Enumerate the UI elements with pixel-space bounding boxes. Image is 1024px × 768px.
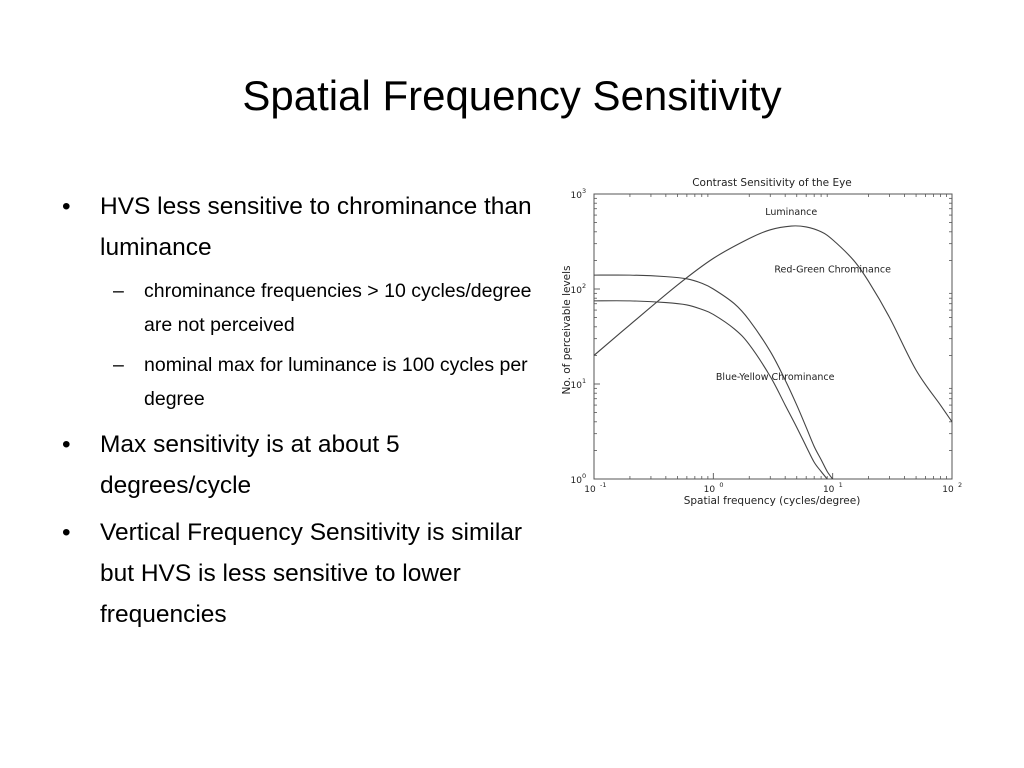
x-tick-label-exponent: -1 (600, 481, 606, 489)
sub-bullet-item: – chrominance frequencies > 10 cycles/de… (113, 274, 532, 342)
y-tick-label: 10 (571, 286, 583, 296)
series-line-blue-yellow-chrominance (594, 300, 828, 479)
chart-xlabel: Spatial frequency (cycles/degree) (684, 495, 861, 507)
bullet-list: • HVS less sensitive to chrominance than… (62, 186, 532, 641)
series-label: Blue-Yellow Chrominance (716, 372, 835, 383)
x-tick-label: 10 (942, 485, 954, 495)
y-tick-label-exponent: 1 (582, 377, 586, 385)
y-tick-label: 10 (571, 191, 583, 201)
y-tick-label-exponent: 0 (582, 472, 586, 480)
y-tick-label: 10 (571, 476, 583, 486)
sub-bullet-marker: – (113, 280, 124, 302)
sub-bullet-text: chrominance frequencies > 10 cycles/degr… (144, 280, 532, 336)
bullet-marker: • (62, 193, 71, 220)
chart-ylabel: No. of perceivable levels (561, 265, 573, 394)
chart-plot-area: 10 -1 10 0 10 1 10 210 010 110 210 3LuminanceRed-Gr… (571, 187, 963, 495)
sub-bullet-marker: – (113, 354, 124, 376)
sub-bullet-item: – nominal max for luminance is 100 cycle… (113, 348, 532, 416)
bullet-text: Max sensitivity is at about 5 degrees/cy… (100, 431, 400, 499)
sub-bullet-list: – chrominance frequencies > 10 cycles/de… (100, 274, 532, 416)
x-tick-label: 10 (584, 485, 596, 495)
bullet-marker: • (62, 431, 71, 458)
contrast-sensitivity-chart: Contrast Sensitivity of the Eye Spatial … (561, 177, 963, 507)
y-tick-label-exponent: 2 (582, 282, 586, 290)
chart-title: Contrast Sensitivity of the Eye (692, 177, 852, 189)
y-tick-label: 10 (571, 381, 583, 391)
bullet-item: • Max sensitivity is at about 5 degrees/… (62, 424, 532, 506)
series-line-luminance (594, 225, 952, 423)
x-tick-label-exponent: 0 (719, 481, 723, 489)
series-label: Luminance (765, 207, 817, 218)
x-tick-label: 10 (823, 485, 835, 495)
bullet-text: Vertical Frequency Sensitivity is simila… (100, 519, 523, 628)
series-label: Red-Green Chrominance (774, 264, 891, 275)
bullet-marker: • (62, 519, 71, 546)
x-tick-label-exponent: 2 (958, 481, 962, 489)
sub-bullet-text: nominal max for luminance is 100 cycles … (144, 354, 528, 410)
y-tick-label-exponent: 3 (582, 187, 586, 195)
bullet-item: • HVS less sensitive to chrominance than… (62, 186, 532, 416)
plot-frame (593, 193, 953, 480)
bullet-item: • Vertical Frequency Sensitivity is simi… (62, 512, 532, 635)
x-tick-label: 10 (704, 485, 716, 495)
series-line-red-green-chrominance (594, 274, 834, 479)
x-tick-label-exponent: 1 (839, 481, 843, 489)
bullet-text: HVS less sensitive to chrominance than l… (100, 193, 532, 261)
slide-title: Spatial Frequency Sensitivity (242, 72, 782, 119)
